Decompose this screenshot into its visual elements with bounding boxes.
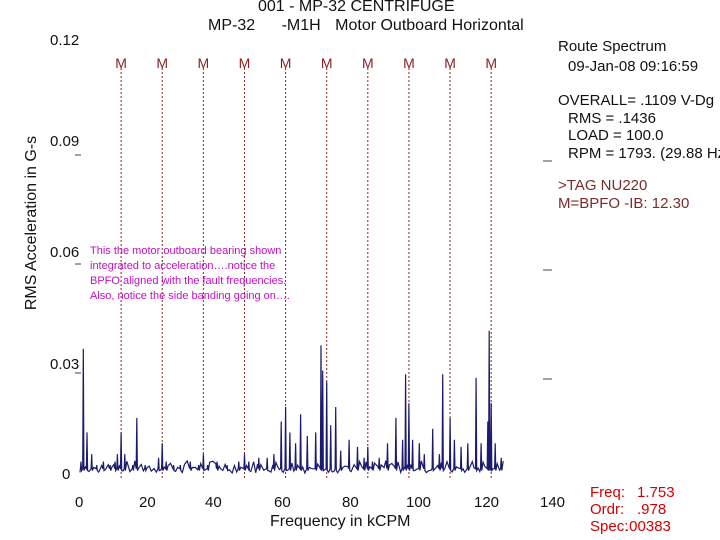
cursor-order-label: Ordr:	[590, 501, 625, 518]
cursor-order-value: .978	[637, 501, 667, 518]
spectrum-trace	[79, 330, 504, 475]
y-tick-label: 0.06	[50, 244, 80, 261]
fault-frequency-marker: M	[280, 55, 292, 71]
point-name: MP-32	[208, 17, 256, 34]
fault-frequency-lines	[120, 68, 492, 480]
cursor-freq-label: Freq:	[590, 484, 626, 501]
annotation-note: This the motor outboard bearing shown in…	[90, 244, 290, 304]
x-axis-label: Frequency in kCPM	[270, 513, 411, 530]
cursor-spec-value: .00383	[625, 518, 671, 535]
axis-tickmarks	[75, 154, 552, 380]
annotation-line: BPFO aligned with the fault frequencies.	[90, 275, 287, 287]
fault-frequency-label: M=BPFO -IB: 12.30	[558, 195, 690, 212]
fault-frequency-marker: M	[239, 55, 251, 71]
y-tick-label: 0.12	[50, 32, 80, 49]
load-value: LOAD = 100.0	[568, 127, 664, 144]
fault-frequency-marker: M	[156, 55, 168, 71]
y-tick-label: 0.03	[50, 356, 80, 373]
fault-frequency-marker: M	[115, 55, 127, 71]
chart-title: 001 - MP-32 CENTRIFUGE	[258, 0, 455, 15]
measurement-point: -M1H	[281, 17, 321, 34]
x-tick-label: 0	[75, 494, 84, 511]
x-tick-label: 140	[540, 494, 566, 511]
y-tick-label: 0.09	[50, 133, 80, 150]
fault-frequency-marker: M	[362, 55, 374, 71]
x-tick-label: 80	[342, 494, 359, 511]
x-tick-label: 120	[474, 494, 500, 511]
annotation-line: Also, notice the side banding going on….	[90, 290, 290, 302]
rpm-value: RPM = 1793. (29.88 Hz)	[568, 145, 720, 162]
x-tick-label: 100	[406, 494, 432, 511]
point-description: Motor Outboard Horizontal	[335, 17, 524, 34]
fault-frequency-marker: M	[485, 55, 497, 71]
fault-frequency-marker: M	[198, 55, 210, 71]
x-tick-label: 60	[274, 494, 291, 511]
chart-subtitle: MP-32 -M1H Motor Outboard Horizontal	[208, 17, 524, 35]
rms-value: RMS = .1436	[568, 110, 656, 127]
y-tick-label: 0	[62, 466, 71, 483]
overall-value: OVERALL= .1109 V-Dg	[558, 92, 715, 109]
route-label: Route Spectrum	[558, 38, 667, 55]
timestamp: 09-Jan-08 09:16:59	[568, 58, 699, 75]
bearing-tag: >TAG NU220	[558, 177, 648, 194]
fault-frequency-marker: M	[444, 55, 456, 71]
cursor-freq-value: 1.753	[637, 484, 675, 501]
fault-frequency-marker: M	[403, 55, 415, 71]
cursor-spec-label: Spec:	[590, 518, 629, 535]
x-tick-label: 40	[205, 494, 222, 511]
annotation-line: This the motor outboard bearing shown	[90, 245, 282, 257]
fault-frequency-marker: M	[321, 55, 333, 71]
annotation-line: integrated to acceleration….notice the	[90, 260, 276, 272]
x-tick-label: 20	[139, 494, 156, 511]
